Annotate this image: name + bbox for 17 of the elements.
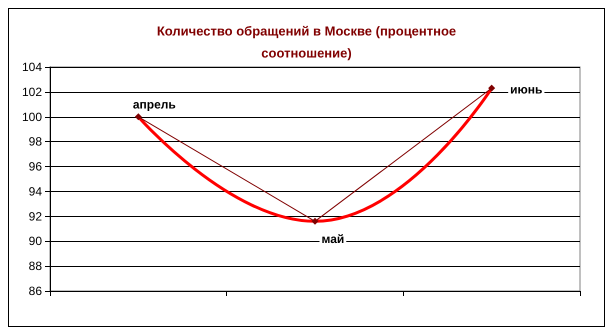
point [134, 113, 142, 120]
y-tick-label: 92 [28, 209, 42, 224]
y-tick-label: 90 [28, 234, 42, 248]
y-tick-label: 94 [28, 184, 42, 198]
point [312, 218, 318, 225]
point [488, 84, 496, 92]
y-tick-label: 102 [22, 84, 42, 99]
x-tick-label: апрель [132, 97, 176, 112]
chart-title: Количество обращений в Москве (процентное соотношение) [156, 24, 456, 60]
y-tick-label: 104 [22, 60, 42, 74]
y-tick-label: 100 [22, 110, 42, 124]
y-tick-label: 96 [28, 160, 42, 174]
y-tick-label: 88 [28, 259, 42, 274]
x-tick-label: июнь [510, 82, 542, 97]
y-tick-label: 86 [28, 284, 42, 298]
y-tick-label: 98 [28, 134, 42, 149]
x-tick-label: май [322, 232, 344, 246]
